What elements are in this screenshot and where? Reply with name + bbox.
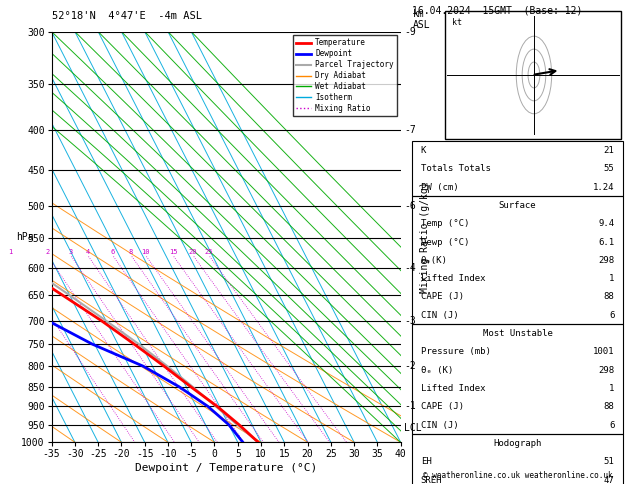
- Text: CAPE (J): CAPE (J): [421, 402, 464, 412]
- Text: 15: 15: [169, 249, 177, 255]
- Text: 1.24: 1.24: [593, 183, 615, 191]
- X-axis label: Dewpoint / Temperature (°C): Dewpoint / Temperature (°C): [135, 463, 317, 473]
- Text: Surface: Surface: [499, 201, 537, 210]
- Text: 55: 55: [604, 164, 615, 173]
- Text: Lifted Index: Lifted Index: [421, 384, 486, 393]
- Legend: Temperature, Dewpoint, Parcel Trajectory, Dry Adiabat, Wet Adiabat, Isotherm, Mi: Temperature, Dewpoint, Parcel Trajectory…: [293, 35, 397, 116]
- Text: CIN (J): CIN (J): [421, 421, 459, 430]
- Text: 10: 10: [142, 249, 150, 255]
- Text: km
ASL: km ASL: [413, 9, 430, 30]
- Text: CAPE (J): CAPE (J): [421, 293, 464, 301]
- Text: 8: 8: [129, 249, 133, 255]
- Text: 1: 1: [609, 274, 615, 283]
- Text: 51: 51: [604, 457, 615, 467]
- Text: θₑ(K): θₑ(K): [421, 256, 448, 265]
- Bar: [412, 325, 623, 434]
- Text: 6.1: 6.1: [598, 238, 615, 246]
- Text: Dewp (°C): Dewp (°C): [421, 238, 469, 246]
- Text: 1: 1: [8, 249, 12, 255]
- Text: 20: 20: [189, 249, 198, 255]
- Text: -2: -2: [404, 361, 416, 371]
- Text: hPa: hPa: [16, 232, 34, 242]
- Bar: [445, 11, 621, 139]
- Text: 298: 298: [598, 256, 615, 265]
- Text: 6: 6: [609, 311, 615, 320]
- Text: Pressure (mb): Pressure (mb): [421, 347, 491, 356]
- Text: 298: 298: [598, 366, 615, 375]
- Text: Most Unstable: Most Unstable: [482, 329, 553, 338]
- Text: -1: -1: [404, 401, 416, 411]
- Text: 6: 6: [111, 249, 115, 255]
- Text: LCL: LCL: [404, 423, 422, 434]
- Text: 2: 2: [45, 249, 50, 255]
- Text: 25: 25: [204, 249, 213, 255]
- Text: K: K: [421, 146, 426, 155]
- Bar: [412, 196, 623, 325]
- Text: EH: EH: [421, 457, 431, 467]
- Text: -6: -6: [404, 201, 416, 211]
- Text: 4: 4: [86, 249, 90, 255]
- Text: 9.4: 9.4: [598, 219, 615, 228]
- Text: 52°18'N  4°47'E  -4m ASL: 52°18'N 4°47'E -4m ASL: [52, 11, 201, 21]
- Text: PW (cm): PW (cm): [421, 183, 459, 191]
- Bar: [412, 141, 623, 196]
- Text: -4: -4: [404, 263, 416, 273]
- Text: Totals Totals: Totals Totals: [421, 164, 491, 173]
- Text: 16.04.2024  15GMT  (Base: 12): 16.04.2024 15GMT (Base: 12): [412, 5, 582, 16]
- Text: -9: -9: [404, 27, 416, 36]
- Text: 3: 3: [69, 249, 73, 255]
- Text: Mixing Ratio (g/kg): Mixing Ratio (g/kg): [420, 181, 430, 293]
- Text: θₑ (K): θₑ (K): [421, 366, 453, 375]
- Text: 88: 88: [604, 402, 615, 412]
- Text: 1: 1: [609, 384, 615, 393]
- Bar: [412, 434, 623, 486]
- Text: Temp (°C): Temp (°C): [421, 219, 469, 228]
- Text: 47: 47: [604, 476, 615, 485]
- Text: -7: -7: [404, 125, 416, 135]
- Text: Hodograph: Hodograph: [494, 439, 542, 448]
- Text: Lifted Index: Lifted Index: [421, 274, 486, 283]
- Text: -3: -3: [404, 315, 416, 326]
- Text: 88: 88: [604, 293, 615, 301]
- Text: © weatheronline.co.uk weatheronline.co.uk: © weatheronline.co.uk weatheronline.co.u…: [423, 471, 613, 480]
- Text: kt: kt: [452, 18, 462, 27]
- Text: 1001: 1001: [593, 347, 615, 356]
- Text: 6: 6: [609, 421, 615, 430]
- Text: SREH: SREH: [421, 476, 442, 485]
- Text: CIN (J): CIN (J): [421, 311, 459, 320]
- Text: 21: 21: [604, 146, 615, 155]
